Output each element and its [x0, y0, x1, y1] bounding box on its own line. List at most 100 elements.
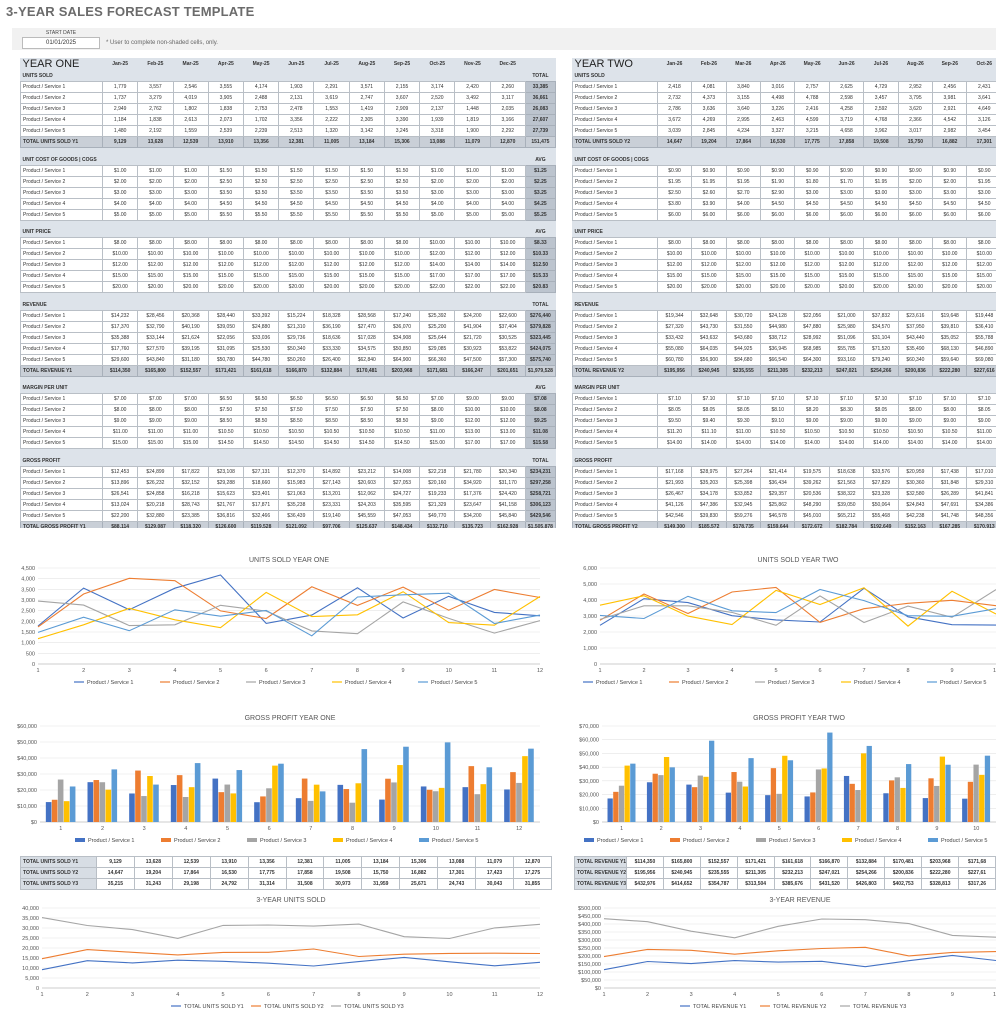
- value-cell[interactable]: $46,578: [760, 509, 796, 522]
- value-cell[interactable]: $11.10: [691, 426, 727, 438]
- value-cell[interactable]: $30,720: [725, 309, 762, 322]
- value-cell[interactable]: $10.00: [102, 248, 139, 260]
- value-cell[interactable]: $8.50: [278, 415, 315, 427]
- value-cell[interactable]: $41,748: [932, 509, 968, 522]
- value-cell[interactable]: $22,200: [102, 509, 139, 522]
- value-cell[interactable]: $14.50: [278, 437, 315, 449]
- value-cell[interactable]: $12.00: [794, 259, 830, 271]
- value-cell[interactable]: 3,318: [419, 125, 456, 137]
- value-cell[interactable]: 3,174: [419, 81, 456, 93]
- value-cell[interactable]: $15.00: [794, 270, 830, 282]
- value-cell[interactable]: $2.00: [137, 175, 174, 188]
- value-cell[interactable]: $12.00: [932, 259, 968, 271]
- value-cell[interactable]: $8.50: [348, 415, 385, 427]
- value-cell[interactable]: 3,016: [760, 81, 796, 93]
- value-cell[interactable]: 4,729: [863, 81, 899, 93]
- value-cell[interactable]: $12.00: [760, 259, 796, 271]
- value-cell[interactable]: $13,896: [102, 476, 139, 489]
- value-cell[interactable]: $3.90: [691, 197, 727, 210]
- value-cell[interactable]: $10.50: [794, 426, 830, 438]
- value-cell[interactable]: $5.00: [419, 208, 456, 221]
- value-cell[interactable]: $64,900: [383, 353, 421, 366]
- value-cell[interactable]: $14.50: [207, 437, 244, 449]
- value-cell[interactable]: 2,949: [102, 103, 139, 115]
- value-cell[interactable]: $27,470: [348, 320, 385, 333]
- value-cell[interactable]: $3.00: [172, 186, 209, 199]
- value-cell[interactable]: 3,126: [966, 114, 996, 126]
- value-cell[interactable]: 2,131: [278, 92, 315, 104]
- value-cell[interactable]: $38,712: [760, 331, 796, 344]
- value-cell[interactable]: $0.90: [794, 164, 830, 177]
- value-cell[interactable]: $4.50: [932, 197, 968, 210]
- value-cell[interactable]: $31,180: [172, 353, 209, 366]
- value-cell[interactable]: $11.20: [656, 426, 693, 438]
- value-cell[interactable]: $3.50: [207, 186, 244, 199]
- value-cell[interactable]: $12.00: [725, 259, 762, 271]
- value-cell[interactable]: $10.00: [932, 248, 968, 260]
- value-cell[interactable]: 4,174: [242, 81, 280, 93]
- value-cell[interactable]: $6.00: [863, 208, 899, 221]
- value-cell[interactable]: 3,607: [383, 92, 421, 104]
- value-cell[interactable]: $2.00: [489, 175, 526, 188]
- value-cell[interactable]: $2.00: [172, 175, 209, 188]
- value-cell[interactable]: $17,010: [966, 465, 996, 478]
- value-cell[interactable]: $7.10: [691, 393, 727, 405]
- value-cell[interactable]: $24,899: [137, 465, 174, 478]
- value-cell[interactable]: $27,829: [863, 476, 899, 489]
- value-cell[interactable]: 2,305: [348, 114, 385, 126]
- value-cell[interactable]: $35,388: [102, 331, 139, 344]
- value-cell[interactable]: $24,200: [454, 309, 491, 322]
- value-cell[interactable]: $13,201: [313, 487, 350, 500]
- value-cell[interactable]: $23,385: [172, 509, 209, 522]
- value-cell[interactable]: $7.50: [242, 404, 280, 416]
- value-cell[interactable]: $35,238: [278, 498, 315, 511]
- value-cell[interactable]: 2,845: [691, 125, 727, 137]
- value-cell[interactable]: $4.50: [794, 197, 830, 210]
- value-cell[interactable]: 3,981: [932, 92, 968, 104]
- value-cell[interactable]: $20.00: [828, 281, 865, 293]
- value-cell[interactable]: $17.00: [489, 270, 526, 282]
- value-cell[interactable]: $15.00: [137, 270, 174, 282]
- value-cell[interactable]: $20.00: [656, 281, 693, 293]
- value-cell[interactable]: $9.00: [137, 415, 174, 427]
- value-cell[interactable]: $28,568: [348, 309, 385, 322]
- value-cell[interactable]: $39,262: [794, 476, 830, 489]
- value-cell[interactable]: $4.50: [828, 197, 865, 210]
- value-cell[interactable]: $35,595: [383, 498, 421, 511]
- value-cell[interactable]: $23,401: [242, 487, 280, 500]
- value-cell[interactable]: $1.95: [966, 175, 996, 188]
- value-cell[interactable]: $13,024: [102, 498, 139, 511]
- value-cell[interactable]: 1,838: [207, 103, 244, 115]
- value-cell[interactable]: $4.00: [725, 197, 762, 210]
- value-cell[interactable]: $20,959: [897, 465, 934, 478]
- value-cell[interactable]: $15.00: [207, 270, 244, 282]
- value-cell[interactable]: $6.00: [656, 208, 693, 221]
- value-cell[interactable]: $14.00: [966, 437, 996, 449]
- value-cell[interactable]: $6.50: [207, 393, 244, 405]
- value-cell[interactable]: $23,328: [863, 487, 899, 500]
- value-cell[interactable]: $8.00: [137, 237, 174, 249]
- value-cell[interactable]: $39,830: [691, 509, 727, 522]
- value-cell[interactable]: $5.00: [102, 208, 139, 221]
- value-cell[interactable]: $11.00: [172, 426, 209, 438]
- value-cell[interactable]: $26,400: [313, 353, 350, 366]
- value-cell[interactable]: $48,356: [966, 509, 996, 522]
- value-cell[interactable]: $19,344: [656, 309, 693, 322]
- value-cell[interactable]: $21,624: [172, 331, 209, 344]
- value-cell[interactable]: $20.00: [725, 281, 762, 293]
- value-cell[interactable]: $34,200: [454, 509, 491, 522]
- value-cell[interactable]: $2.00: [897, 175, 934, 188]
- value-cell[interactable]: $20.00: [137, 281, 174, 293]
- value-cell[interactable]: $10.00: [383, 248, 421, 260]
- value-cell[interactable]: $55,468: [863, 509, 899, 522]
- value-cell[interactable]: 2,416: [794, 103, 830, 115]
- value-cell[interactable]: $41,126: [656, 498, 693, 511]
- value-cell[interactable]: $3.50: [278, 186, 315, 199]
- value-cell[interactable]: $12.00: [137, 259, 174, 271]
- value-cell[interactable]: 2,747: [348, 92, 385, 104]
- value-cell[interactable]: $44,980: [760, 320, 796, 333]
- value-cell[interactable]: $22,056: [207, 331, 244, 344]
- value-cell[interactable]: 2,982: [932, 125, 968, 137]
- value-cell[interactable]: $10.50: [828, 426, 865, 438]
- value-cell[interactable]: $0.90: [966, 164, 996, 177]
